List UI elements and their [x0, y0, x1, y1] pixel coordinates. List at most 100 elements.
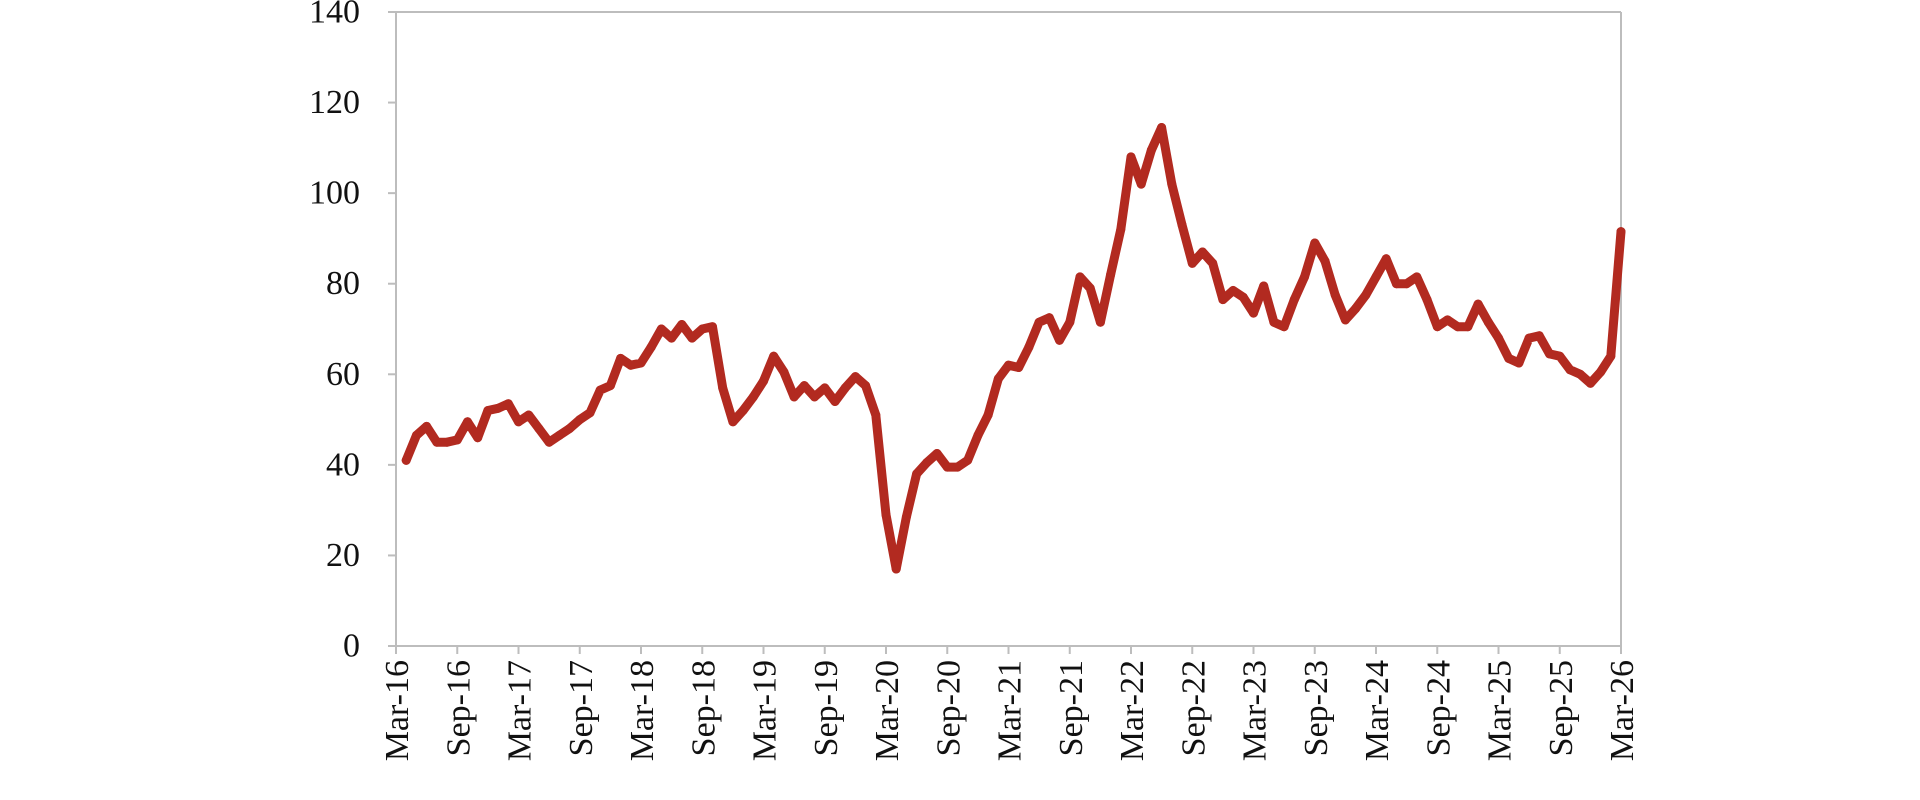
data-point [575, 415, 585, 425]
y-tick-label: 60 [326, 356, 360, 393]
x-tick-label: Sep-16 [440, 660, 477, 756]
data-point [1034, 317, 1044, 327]
data-point [891, 564, 901, 574]
data-point [544, 437, 554, 447]
y-tick-label: 20 [326, 537, 360, 574]
x-tick-label: Sep-24 [1420, 660, 1457, 756]
data-point [1575, 369, 1585, 379]
data-point [1351, 304, 1361, 314]
data-point [534, 424, 544, 434]
data-point [708, 322, 717, 332]
data-point [1044, 313, 1054, 323]
data-point [1269, 317, 1279, 327]
data-point [738, 406, 748, 415]
data-point [626, 360, 636, 370]
data-point [463, 417, 472, 427]
y-tick-label: 80 [326, 265, 360, 302]
x-tick-label: Mar-25 [1482, 660, 1519, 761]
data-point [646, 342, 656, 352]
data-point [514, 417, 523, 427]
data-point [493, 403, 503, 413]
x-tick-label: Sep-20 [930, 660, 967, 756]
data-point [554, 430, 564, 440]
data-point [1504, 353, 1514, 363]
x-tick-label: Mar-20 [869, 660, 906, 761]
data-point [901, 512, 911, 522]
data-point [1300, 272, 1309, 282]
data-point [840, 383, 850, 393]
data-point [1126, 152, 1136, 162]
data-point [1402, 279, 1412, 289]
data-point [1422, 295, 1432, 305]
data-point [1494, 333, 1503, 343]
data-point [1279, 322, 1289, 332]
series-line [401, 123, 1626, 574]
x-tick-label: Sep-18 [685, 660, 722, 756]
data-point [616, 353, 626, 363]
data-point [697, 324, 707, 334]
data-point [1453, 322, 1463, 332]
data-point [636, 358, 646, 368]
data-point [1514, 358, 1524, 368]
data-point [1585, 378, 1595, 388]
x-tick-label: Mar-16 [379, 660, 416, 761]
data-point [1310, 238, 1320, 248]
data-point [1249, 308, 1258, 318]
data-point [1106, 270, 1116, 280]
data-point [401, 455, 411, 465]
data-point [942, 462, 952, 472]
data-point [1228, 286, 1238, 295]
y-tick-label: 140 [309, 0, 360, 31]
data-point [1187, 258, 1197, 268]
data-point [1320, 256, 1330, 266]
data-point [748, 392, 758, 402]
data-point [1330, 290, 1340, 300]
data-point [483, 406, 493, 415]
data-point [953, 462, 962, 472]
data-point [432, 437, 442, 447]
data-point [973, 430, 983, 440]
data-point [1361, 290, 1371, 300]
data-point [1024, 342, 1034, 352]
data-point [1146, 145, 1156, 155]
data-point [983, 410, 993, 420]
x-tick-label: Mar-21 [992, 660, 1029, 761]
data-point [769, 351, 779, 361]
data-point [1259, 281, 1269, 291]
data-point [1606, 351, 1616, 361]
data-point [667, 333, 677, 343]
data-point [810, 392, 819, 402]
data-point [1238, 292, 1248, 302]
data-point [1545, 349, 1554, 359]
x-tick-label: Sep-19 [808, 660, 845, 756]
data-point [1443, 315, 1452, 325]
y-axis-ticks: 0 20 40 60 80 100 120 140 [309, 0, 396, 665]
data-point [656, 324, 666, 334]
data-point [473, 433, 483, 443]
x-tick-label: Mar-24 [1359, 660, 1396, 761]
x-tick-label: Mar-19 [747, 660, 784, 761]
x-tick-label: Mar-22 [1114, 660, 1151, 761]
data-point [565, 424, 574, 434]
data-point [871, 410, 881, 420]
data-point [861, 381, 871, 391]
data-point [1198, 247, 1207, 257]
x-tick-label: Sep-21 [1053, 660, 1090, 756]
data-point [830, 397, 840, 406]
data-point [1167, 179, 1177, 189]
data-point [687, 333, 697, 343]
data-point [993, 374, 1003, 384]
data-point [799, 381, 809, 391]
x-tick-label: Sep-23 [1298, 660, 1335, 756]
data-point [1065, 317, 1075, 327]
data-point [1340, 315, 1350, 325]
y-tick-label: 100 [309, 175, 360, 212]
x-axis-ticks: Mar-16 Sep-16 Mar-17 Sep-17 Mar-18 Sep-18 Mar-… [379, 646, 1641, 761]
data-point [932, 449, 942, 458]
data-point [1483, 317, 1493, 327]
series-points [401, 123, 1626, 574]
x-tick-label: Sep-22 [1175, 660, 1212, 756]
data-point [1381, 254, 1391, 264]
data-point [677, 320, 687, 329]
data-point [605, 381, 615, 391]
